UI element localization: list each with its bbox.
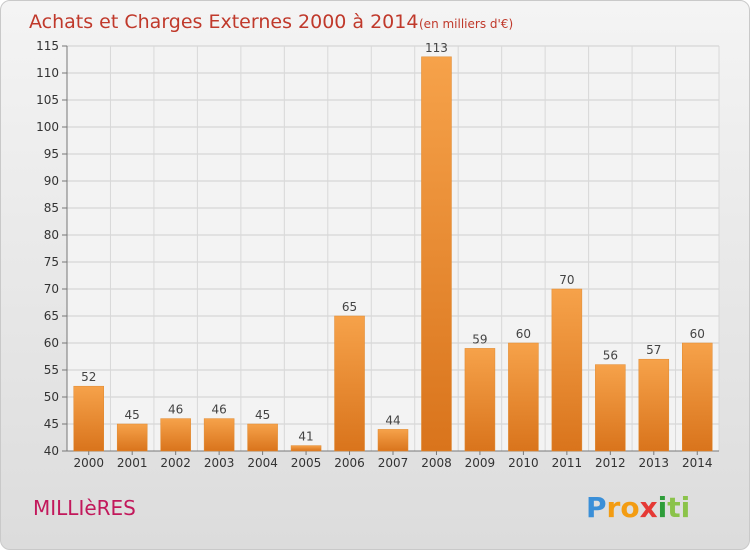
x-tick-label: 2001 (117, 456, 148, 470)
data-label: 59 (472, 332, 487, 346)
y-tick-label: 80 (44, 228, 59, 242)
y-tick-label: 60 (44, 336, 59, 350)
x-tick-label: 2003 (204, 456, 235, 470)
logo-letter: P (586, 491, 607, 524)
y-tick-label: 90 (44, 174, 59, 188)
data-label: 70 (559, 273, 574, 287)
chart-subtitle: (en milliers d'€) (419, 17, 513, 31)
bars (73, 56, 713, 452)
data-label: 60 (516, 327, 531, 341)
bar (682, 342, 713, 452)
bar (290, 445, 322, 452)
logo-letter: o (620, 491, 639, 524)
y-tick-label: 70 (44, 282, 59, 296)
chart-title: Achats et Charges Externes 2000 à 2014 (29, 11, 418, 33)
data-label: 46 (211, 403, 226, 417)
bar (464, 348, 496, 452)
x-tick-label: 2012 (595, 456, 626, 470)
bar (508, 342, 539, 452)
y-tick-label: 55 (44, 363, 59, 377)
bar (595, 364, 626, 452)
x-tick-label: 2004 (247, 456, 278, 470)
labels: 40 45 50 55 60 65 70 75 80 85 90 95 100 105 110 115 52 20… (36, 39, 712, 470)
y-tick-label: 110 (36, 66, 59, 80)
y-tick-label: 95 (44, 147, 59, 161)
y-tick-label: 75 (44, 255, 59, 269)
data-label: 45 (255, 408, 270, 422)
bar (73, 385, 104, 452)
y-tick-label: 85 (44, 201, 59, 215)
y-tick-label: 115 (36, 39, 59, 53)
bar (247, 423, 278, 452)
logo-letter: r (607, 491, 621, 524)
logo-letter: i (681, 491, 691, 524)
x-tick-label: 2002 (160, 456, 191, 470)
data-label: 46 (168, 403, 183, 417)
y-tick-label: 45 (44, 417, 59, 431)
logo-letter: t (667, 491, 680, 524)
x-tick-label: 2008 (421, 456, 452, 470)
proxiti-logo: Proxiti (586, 491, 690, 524)
data-label: 56 (603, 349, 618, 363)
x-tick-label: 2007 (378, 456, 409, 470)
x-tick-label: 2000 (73, 456, 104, 470)
y-tick-label: 40 (44, 444, 59, 458)
bar (551, 288, 583, 452)
bar (116, 423, 148, 452)
x-tick-label: 2010 (508, 456, 539, 470)
data-label: 60 (690, 327, 705, 341)
logo-letter: x (640, 491, 658, 524)
data-label: 44 (385, 413, 400, 427)
logo-letter: i (658, 491, 668, 524)
y-tick-label: 50 (44, 390, 59, 404)
data-label: 65 (342, 300, 357, 314)
location-label: MILLIèRES (33, 496, 136, 520)
bar (160, 418, 191, 452)
grid (66, 45, 720, 452)
bar (203, 418, 235, 452)
x-tick-label: 2009 (465, 456, 496, 470)
x-tick-label: 2013 (639, 456, 670, 470)
data-label: 113 (425, 41, 448, 55)
x-tick-label: 2011 (552, 456, 583, 470)
x-tick-label: 2014 (682, 456, 713, 470)
data-label: 45 (125, 408, 140, 422)
bar (377, 429, 409, 452)
y-tick-label: 65 (44, 309, 59, 323)
data-label: 57 (646, 343, 661, 357)
y-tick-label: 100 (36, 120, 59, 134)
bar (421, 56, 452, 452)
bar (638, 358, 670, 452)
x-tick-label: 2006 (334, 456, 365, 470)
y-tick-label: 105 (36, 93, 59, 107)
bar (334, 315, 365, 452)
data-label: 52 (81, 370, 96, 384)
x-tick-label: 2005 (291, 456, 322, 470)
data-label: 41 (298, 430, 313, 444)
